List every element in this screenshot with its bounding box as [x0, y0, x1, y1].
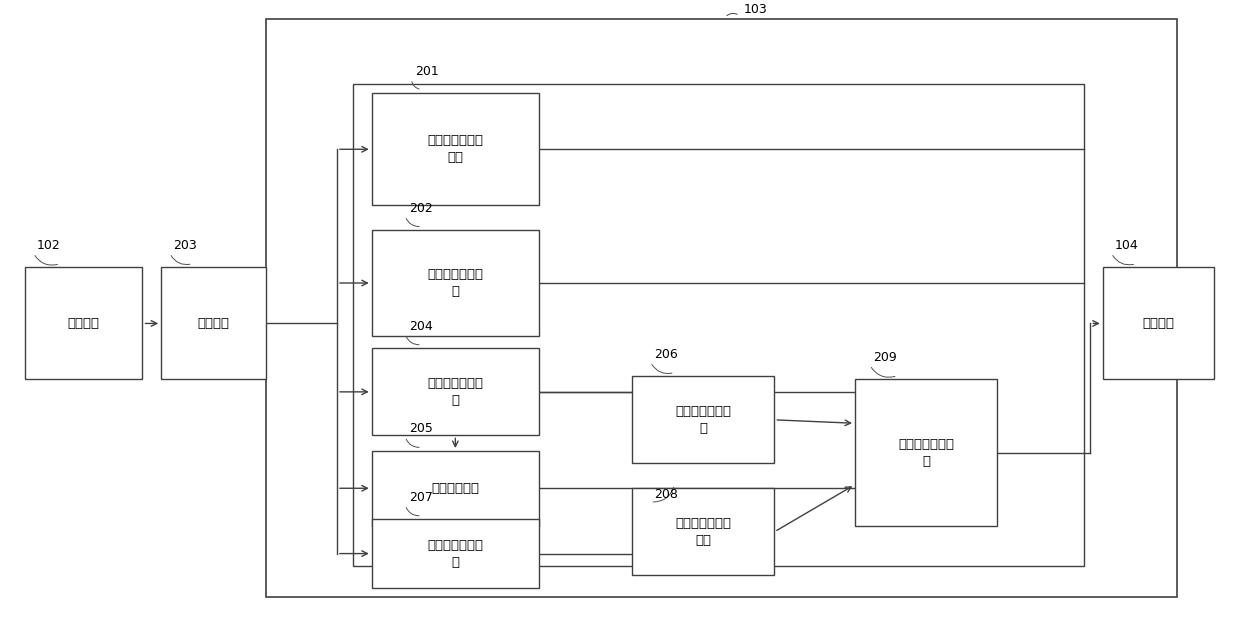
Bar [372, 451, 539, 526]
Text: 尾数字段处理模
块: 尾数字段处理模 块 [427, 377, 483, 407]
Text: 204: 204 [409, 320, 432, 333]
Bar [161, 267, 266, 379]
Text: 201: 201 [415, 65, 439, 78]
Bar [372, 519, 539, 588]
Bar [25, 267, 142, 379]
Text: 符号字段计算模
块: 符号字段计算模 块 [675, 405, 731, 435]
Text: 202: 202 [409, 202, 432, 215]
Bar [266, 19, 1177, 597]
Text: 商值计算模块: 商值计算模块 [431, 482, 479, 494]
Text: 零值字段处理模
块: 零值字段处理模 块 [427, 268, 483, 298]
Text: 编码电路: 编码电路 [1142, 317, 1175, 330]
Text: 获取模块: 获取模块 [198, 317, 229, 330]
Text: 104: 104 [1115, 239, 1139, 252]
Bar [1103, 267, 1214, 379]
Text: 209: 209 [873, 351, 897, 364]
Text: 207: 207 [409, 491, 432, 504]
Bar [855, 379, 997, 526]
Text: 203: 203 [173, 239, 197, 252]
Text: 103: 103 [743, 2, 767, 16]
Bar [353, 84, 1084, 566]
Text: 运算结果确定模
块: 运算结果确定模 块 [898, 437, 954, 468]
Text: 无穷数字段处理
模块: 无穷数字段处理 模块 [427, 134, 483, 164]
Bar [372, 348, 539, 435]
Text: 解码电路: 解码电路 [68, 317, 99, 330]
Text: 102: 102 [37, 239, 61, 252]
Bar [372, 93, 539, 205]
Text: 208: 208 [654, 488, 678, 501]
Bar [632, 376, 774, 463]
Bar [372, 230, 539, 336]
Text: 205: 205 [409, 422, 432, 435]
Bar [632, 488, 774, 575]
Text: 指数字段计算模
块: 指数字段计算模 块 [427, 539, 483, 569]
Text: 保护位字段确定
模块: 保护位字段确定 模块 [675, 517, 731, 547]
Text: 206: 206 [654, 348, 678, 361]
